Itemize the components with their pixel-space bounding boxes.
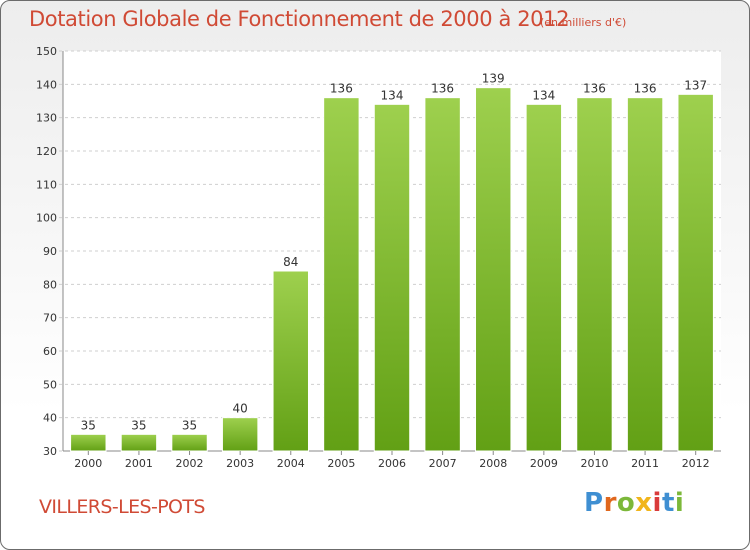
data-label: 136 xyxy=(330,82,353,96)
data-label: 134 xyxy=(381,88,404,102)
x-tick-label: 2007 xyxy=(429,457,457,470)
y-tick-label: 150 xyxy=(36,45,57,58)
logo-letter: t xyxy=(661,488,675,518)
x-tick-label: 2006 xyxy=(378,457,406,470)
chart-title: Dotation Globale de Fonctionnement de 20… xyxy=(29,7,570,31)
x-tick-label: 2010 xyxy=(580,457,608,470)
x-tick-label: 2008 xyxy=(479,457,507,470)
data-label: 35 xyxy=(182,418,197,432)
x-tick-label: 2011 xyxy=(631,457,659,470)
data-label: 40 xyxy=(233,402,248,416)
y-tick-label: 60 xyxy=(43,345,57,358)
bar xyxy=(171,433,208,452)
x-tick-label: 2005 xyxy=(327,457,355,470)
data-label: 136 xyxy=(583,82,606,96)
data-label: 136 xyxy=(431,82,454,96)
y-tick-label: 80 xyxy=(43,278,57,291)
data-label: 137 xyxy=(684,78,707,92)
y-tick-label: 120 xyxy=(36,145,57,158)
bar xyxy=(424,97,461,452)
bar xyxy=(373,103,411,452)
unit-label: (en milliers d'€) xyxy=(540,16,627,29)
bar xyxy=(323,97,360,452)
bar xyxy=(221,417,259,452)
bar xyxy=(272,270,309,452)
y-tick-label: 40 xyxy=(43,412,57,425)
x-tick-label: 2000 xyxy=(74,457,102,470)
y-tick-label: 140 xyxy=(36,78,57,91)
logo-letter: x xyxy=(635,488,653,518)
bar xyxy=(626,97,664,452)
data-label: 84 xyxy=(283,255,298,269)
logo-letter: P xyxy=(584,488,604,518)
data-label: 134 xyxy=(532,88,555,102)
bar xyxy=(70,433,107,452)
y-tick-label: 50 xyxy=(43,378,57,391)
y-tick-label: 90 xyxy=(43,245,57,258)
y-tick-label: 110 xyxy=(36,178,57,191)
proxiti-logo: Proxiti xyxy=(584,488,684,518)
logo-letter: i xyxy=(674,488,685,518)
bar xyxy=(475,87,512,452)
x-tick-label: 2012 xyxy=(682,457,710,470)
y-tick-label: 130 xyxy=(36,112,57,125)
logo-letter: o xyxy=(616,488,636,518)
commune-name: VILLERS-LES-POTS xyxy=(39,496,205,518)
x-tick-label: 2001 xyxy=(125,457,153,470)
bar xyxy=(576,97,613,452)
x-tick-label: 2003 xyxy=(226,457,254,470)
logo-letter: i xyxy=(652,488,662,518)
x-tick-label: 2002 xyxy=(176,457,204,470)
x-tick-label: 2004 xyxy=(277,457,305,470)
data-label: 35 xyxy=(131,418,146,432)
bar xyxy=(525,103,563,452)
bar xyxy=(120,433,158,452)
data-label: 139 xyxy=(482,72,505,86)
bar xyxy=(677,93,714,452)
data-label: 35 xyxy=(81,418,96,432)
x-tick-label: 2009 xyxy=(530,457,558,470)
logo-letter: r xyxy=(603,488,617,518)
y-tick-label: 70 xyxy=(43,312,57,325)
y-tick-label: 30 xyxy=(43,445,57,458)
data-label: 136 xyxy=(634,82,657,96)
y-tick-label: 100 xyxy=(36,212,57,225)
